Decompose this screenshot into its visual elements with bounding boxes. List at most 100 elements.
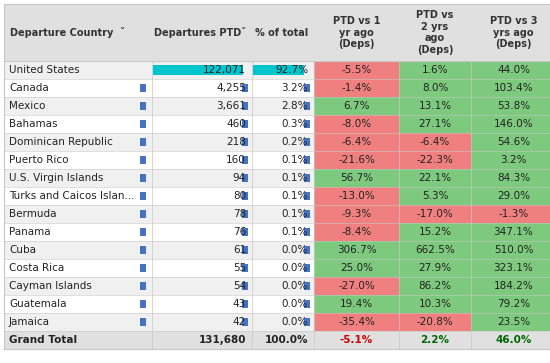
Bar (314, 331, 399, 349)
Bar (471, 259, 550, 277)
Bar (152, 331, 252, 349)
Bar (153, 65, 243, 75)
Text: Guatemala: Guatemala (9, 299, 67, 309)
Bar (314, 295, 399, 313)
Text: -8.0%: -8.0% (342, 119, 372, 129)
Bar (252, 313, 314, 331)
Bar (471, 331, 550, 349)
Text: -1.3%: -1.3% (498, 209, 529, 219)
Bar (140, 301, 146, 307)
Bar (242, 138, 248, 146)
Text: 2.2%: 2.2% (421, 335, 449, 345)
Bar (471, 223, 550, 241)
Bar (314, 223, 399, 241)
Bar (399, 169, 471, 187)
Text: 6.7%: 6.7% (343, 101, 370, 111)
Text: 15.2%: 15.2% (419, 227, 452, 237)
Text: -21.6%: -21.6% (338, 155, 375, 165)
Bar (140, 192, 146, 200)
Text: 0.1%: 0.1% (282, 173, 308, 183)
Bar (304, 228, 310, 236)
Text: Dominican Republic: Dominican Republic (9, 137, 113, 147)
Text: PTD vs 3
yrs ago
(Deps): PTD vs 3 yrs ago (Deps) (490, 16, 537, 49)
Bar (471, 115, 550, 133)
Text: Departure Country  ˇ: Departure Country ˇ (10, 27, 125, 38)
Bar (399, 97, 471, 115)
Bar (242, 228, 248, 236)
Bar (304, 264, 310, 272)
Text: PTD vs 1
yr ago
(Deps): PTD vs 1 yr ago (Deps) (333, 16, 380, 49)
Bar (471, 61, 550, 79)
Text: 323.1%: 323.1% (494, 263, 534, 273)
Text: 306.7%: 306.7% (337, 245, 376, 255)
Bar (252, 115, 314, 133)
Text: United States: United States (9, 65, 80, 75)
Text: Turks and Caicos Islan...: Turks and Caicos Islan... (9, 191, 135, 201)
Bar (399, 277, 471, 295)
Bar (152, 169, 252, 187)
Text: 56.7%: 56.7% (340, 173, 373, 183)
Bar (242, 246, 248, 254)
Bar (140, 121, 146, 128)
Bar (304, 138, 310, 146)
Text: 0.0%: 0.0% (282, 299, 308, 309)
Bar (304, 211, 310, 217)
Bar (471, 205, 550, 223)
Text: 53.8%: 53.8% (497, 101, 530, 111)
Bar (471, 187, 550, 205)
Bar (152, 187, 252, 205)
Bar (242, 102, 248, 110)
Bar (252, 205, 314, 223)
Bar (4, 331, 152, 349)
Bar (399, 331, 471, 349)
Text: 0.0%: 0.0% (282, 281, 308, 291)
Text: 2.8%: 2.8% (282, 101, 308, 111)
Bar (399, 151, 471, 169)
Bar (152, 313, 252, 331)
Text: -27.0%: -27.0% (338, 281, 375, 291)
Text: 1.6%: 1.6% (422, 65, 448, 75)
Bar (140, 318, 146, 326)
Text: 54: 54 (233, 281, 246, 291)
Bar (252, 223, 314, 241)
Text: 146.0%: 146.0% (494, 119, 534, 129)
Text: 347.1%: 347.1% (494, 227, 534, 237)
Bar (471, 151, 550, 169)
Text: 0.2%: 0.2% (282, 137, 308, 147)
Bar (140, 138, 146, 146)
Bar (314, 79, 399, 97)
Text: 44.0%: 44.0% (497, 65, 530, 75)
Bar (471, 169, 550, 187)
Bar (4, 187, 152, 205)
Bar (140, 264, 146, 272)
Bar (4, 115, 152, 133)
Text: 10.3%: 10.3% (419, 299, 452, 309)
Bar (4, 97, 152, 115)
Text: Bermuda: Bermuda (9, 209, 57, 219)
Text: 0.1%: 0.1% (282, 209, 308, 219)
Text: Mexico: Mexico (9, 101, 45, 111)
Text: -20.8%: -20.8% (417, 317, 453, 327)
Bar (152, 241, 252, 259)
Text: 3,661: 3,661 (216, 101, 246, 111)
Text: 0.1%: 0.1% (282, 155, 308, 165)
Bar (252, 187, 314, 205)
Bar (4, 133, 152, 151)
Bar (242, 121, 248, 128)
Bar (152, 295, 252, 313)
Bar (242, 85, 248, 91)
Bar (242, 282, 248, 290)
Bar (304, 156, 310, 164)
Text: 8.0%: 8.0% (422, 83, 448, 93)
Text: Jamaica: Jamaica (9, 317, 50, 327)
Text: 29.0%: 29.0% (497, 191, 530, 201)
Bar (252, 241, 314, 259)
Bar (4, 79, 152, 97)
Text: % of total: % of total (255, 28, 308, 37)
Bar (140, 174, 146, 182)
Bar (152, 79, 252, 97)
Bar (471, 133, 550, 151)
Bar (4, 169, 152, 187)
Text: 27.1%: 27.1% (419, 119, 452, 129)
Text: 46.0%: 46.0% (496, 335, 532, 345)
